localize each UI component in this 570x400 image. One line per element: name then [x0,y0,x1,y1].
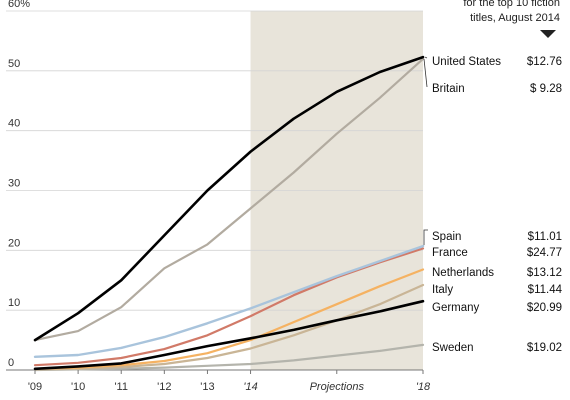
series-label: Germany [432,302,480,314]
series-label: Netherlands [432,267,494,279]
y-tick-label: 40 [8,118,20,130]
y-tick-label: 20 [8,237,20,249]
series-price: $11.01 [528,231,562,243]
y-tick-label: 60% [8,0,30,10]
series-label: France [432,247,468,259]
x-tick-label: '09 [28,381,42,393]
x-tick-label: '14 [243,381,257,393]
x-tick-label: Projections [310,381,365,393]
y-tick-label: 50 [8,58,20,70]
series-line-united-states [33,55,425,342]
series-line-spain [33,244,425,358]
x-tick-label: '10 [71,381,85,393]
series-price: $13.12 [527,267,562,279]
series-price: $11.44 [528,284,563,296]
series-price: $12.76 [527,56,562,68]
series-label: Sweden [432,342,474,354]
y-tick-label: 10 [8,297,20,309]
leader-line [424,56,428,59]
x-tick-label: '11 [114,381,128,393]
y-tick-label: 0 [8,357,14,369]
series-label: Spain [432,231,461,243]
x-tick-label: '18 [416,381,431,393]
x-tick-label: '12 [157,381,171,393]
series-price: $20.99 [527,302,562,314]
series-price: $19.02 [527,342,562,354]
series-price: $24.77 [527,247,562,259]
series-label: United States [432,56,501,68]
series-line-italy [33,283,425,371]
series-price: $ 9.28 [530,83,562,95]
series-line-sweden [33,343,425,372]
header-note-line-1: for the top 10 fiction [463,0,560,9]
series-line-germany [33,299,425,371]
series-label: Italy [432,284,453,296]
leader-line [423,229,428,246]
x-tick-label: '13 [200,381,214,393]
header-note-line-2: titles, August 2014 [470,12,560,24]
series-line-britain [33,57,425,342]
down-triangle-icon [540,30,556,38]
series-label: Britain [432,83,465,95]
leader-line [423,58,428,88]
y-tick-label: 30 [8,178,20,190]
series-line-netherlands [33,268,425,370]
